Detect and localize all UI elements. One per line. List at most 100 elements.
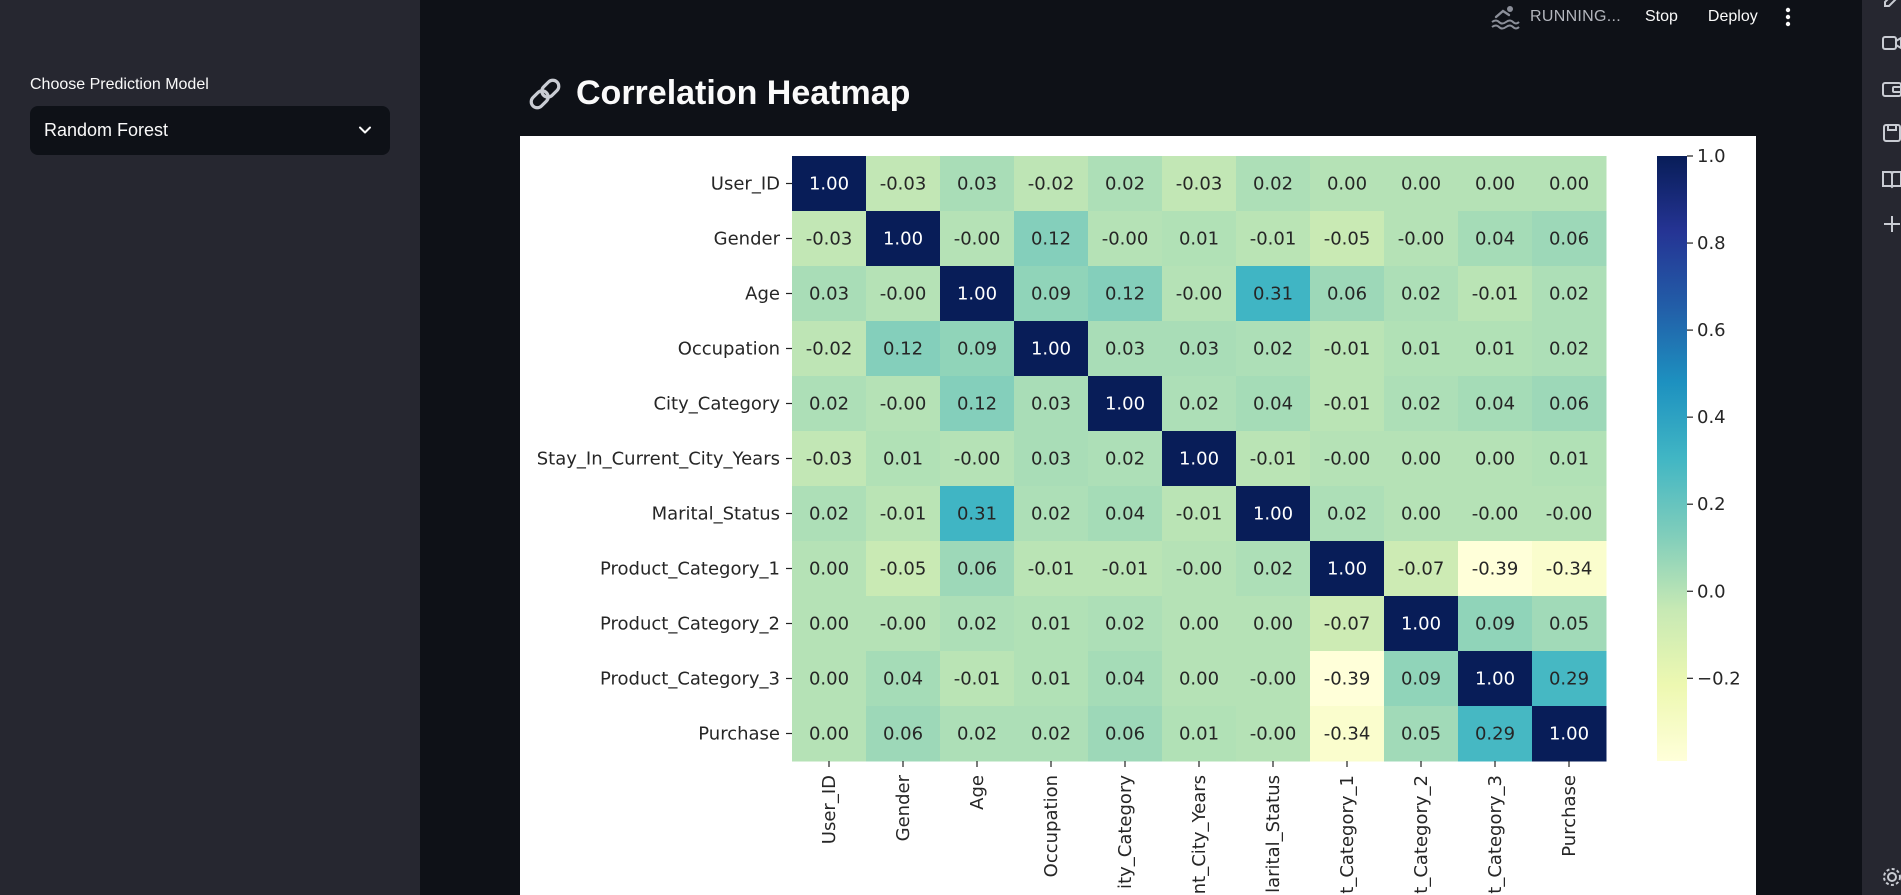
y-tick-label: Gender: [714, 229, 781, 250]
rail-book-icon[interactable]: [1881, 168, 1901, 190]
heatmap-cell: [1236, 321, 1311, 377]
heatmap-cell-label: -0.00: [1250, 724, 1297, 745]
heatmap-cell-label: 0.03: [1031, 449, 1071, 470]
heatmap-cell-label: -0.00: [954, 449, 1001, 470]
heatmap-cell-label: 0.12: [1105, 284, 1145, 305]
heatmap-cell: [1310, 156, 1385, 212]
heatmap-cell-label: 0.02: [1253, 339, 1293, 360]
rail-wallet-icon[interactable]: [1881, 78, 1901, 100]
heatmap-cell: [1532, 321, 1607, 377]
heatmap-cell: [1532, 486, 1607, 542]
heatmap-cell-label: 0.01: [1475, 339, 1515, 360]
heatmap-cell-label: 0.31: [957, 504, 997, 525]
heatmap-cell-label: 0.02: [1105, 614, 1145, 635]
y-tick-label: Product_Category_1: [600, 559, 780, 580]
heatmap-cell-label: 0.00: [1327, 174, 1367, 195]
heatmap-cell-label: -0.02: [1028, 174, 1075, 195]
colorbar-tick-label: 0.0: [1697, 581, 1726, 602]
heatmap-cell-label: 0.01: [883, 449, 923, 470]
heatmap-cell-label: 0.02: [957, 614, 997, 635]
heatmap-cell: [1384, 321, 1459, 377]
heatmap-cell-label: 1.00: [1105, 394, 1145, 415]
heatmap-cell-label: 0.12: [883, 339, 923, 360]
heatmap-cell-label: 0.00: [1179, 614, 1219, 635]
heatmap-cell-label: -0.01: [1324, 339, 1371, 360]
rail-settings-icon[interactable]: [1881, 866, 1901, 888]
colorbar-tick-label: 0.8: [1697, 233, 1726, 254]
deploy-button[interactable]: Deploy: [1707, 8, 1758, 25]
heatmap-cell: [1532, 376, 1607, 432]
heatmap-cell: [940, 596, 1015, 652]
heatmap-cell: [1458, 651, 1533, 707]
heatmap-cell: [1088, 156, 1163, 212]
heatmap-cell-label: 0.04: [1253, 394, 1293, 415]
model-select-label: Choose Prediction Model: [30, 76, 209, 93]
heatmap-cell-label: 0.00: [1475, 449, 1515, 470]
heatmap-cell: [1532, 211, 1607, 267]
heatmap-cell: [1014, 596, 1089, 652]
heatmap-cell: [1236, 596, 1311, 652]
heatmap-cell-label: 0.06: [1327, 284, 1367, 305]
heatmap-cell-label: 1.00: [883, 229, 923, 250]
heatmap-cell-label: 0.05: [1549, 614, 1589, 635]
more-vert-icon[interactable]: [1784, 7, 1792, 27]
heatmap-cell-label: 1.00: [1253, 504, 1293, 525]
heatmap-cell-label: -0.00: [1472, 504, 1519, 525]
heatmap-cell: [1014, 321, 1089, 377]
heatmap-cell: [1236, 376, 1311, 432]
heatmap-cell-label: -0.00: [1176, 559, 1223, 580]
x-tick-label: larital_Status: [1263, 775, 1284, 893]
heatmap-cell: [1088, 706, 1163, 762]
heatmap-cell: [1384, 541, 1459, 597]
heatmap-cell-label: 0.00: [1179, 669, 1219, 690]
heatmap-cell: [940, 156, 1015, 212]
heatmap-cell-label: -0.03: [1176, 174, 1223, 195]
correlation-heatmap: 1.00 -0.03 0.03 -0.02 0.02 -0.03 0.02 0.00 0.00 0…: [537, 146, 1741, 894]
stop-button[interactable]: Stop: [1645, 8, 1678, 25]
rail-video-icon[interactable]: [1881, 32, 1901, 54]
heatmap-cell: [1458, 596, 1533, 652]
heatmap-cell-label: -0.39: [1472, 559, 1519, 580]
heatmap-cell-label: 1.00: [957, 284, 997, 305]
heatmap-cell-label: 0.04: [883, 669, 923, 690]
heatmap-cell-label: 0.12: [957, 394, 997, 415]
heatmap-cell: [1088, 321, 1163, 377]
model-select[interactable]: Random Forest: [30, 106, 390, 155]
heatmap-cell-label: -0.01: [880, 504, 927, 525]
heatmap-cell-label: 0.06: [1549, 229, 1589, 250]
heatmap-cell-label: 1.00: [1549, 724, 1589, 745]
heatmap-cell: [1162, 706, 1237, 762]
heatmap-cell: [1236, 541, 1311, 597]
heatmap-cell: [1384, 266, 1459, 322]
heatmap-cell-label: 0.04: [1475, 394, 1515, 415]
heatmap-cell: [1088, 431, 1163, 487]
heatmap-cell: [1088, 376, 1163, 432]
heatmap-cell: [866, 266, 941, 322]
heatmap-cell-label: -0.03: [806, 449, 853, 470]
heatmap-cell-label: 0.09: [957, 339, 997, 360]
heatmap-cell-label: -0.00: [1398, 229, 1445, 250]
heatmap-cell-label: 0.02: [1179, 394, 1219, 415]
x-tick-label: Purchase: [1559, 775, 1580, 857]
heatmap-cell: [866, 376, 941, 432]
heatmap-cell-label: 0.02: [957, 724, 997, 745]
heatmap-cell-label: -0.01: [1102, 559, 1149, 580]
rail-save-icon[interactable]: [1881, 122, 1901, 144]
heatmap-cell-label: -0.01: [1176, 504, 1223, 525]
rail-edit-icon[interactable]: [1881, 0, 1901, 10]
top-toolbar: RUNNING... Stop Deploy: [1490, 0, 1792, 34]
chevron-down-icon: [359, 126, 371, 134]
heatmap-cell: [866, 431, 941, 487]
heatmap-cell: [866, 706, 941, 762]
rail-plus-icon[interactable]: [1881, 213, 1901, 235]
heatmap-cell: [1236, 486, 1311, 542]
heatmap-cell-label: 0.31: [1253, 284, 1293, 305]
colorbar: [1657, 156, 1687, 761]
heatmap-cell: [1310, 651, 1385, 707]
page-title-text: Correlation Heatmap: [576, 74, 911, 112]
heatmap-cell-label: 0.06: [1105, 724, 1145, 745]
heatmap-cell-label: -0.03: [880, 174, 927, 195]
heatmap-cell: [1310, 596, 1385, 652]
heatmap-cell: [866, 486, 941, 542]
heatmap-cell-label: 0.06: [1549, 394, 1589, 415]
